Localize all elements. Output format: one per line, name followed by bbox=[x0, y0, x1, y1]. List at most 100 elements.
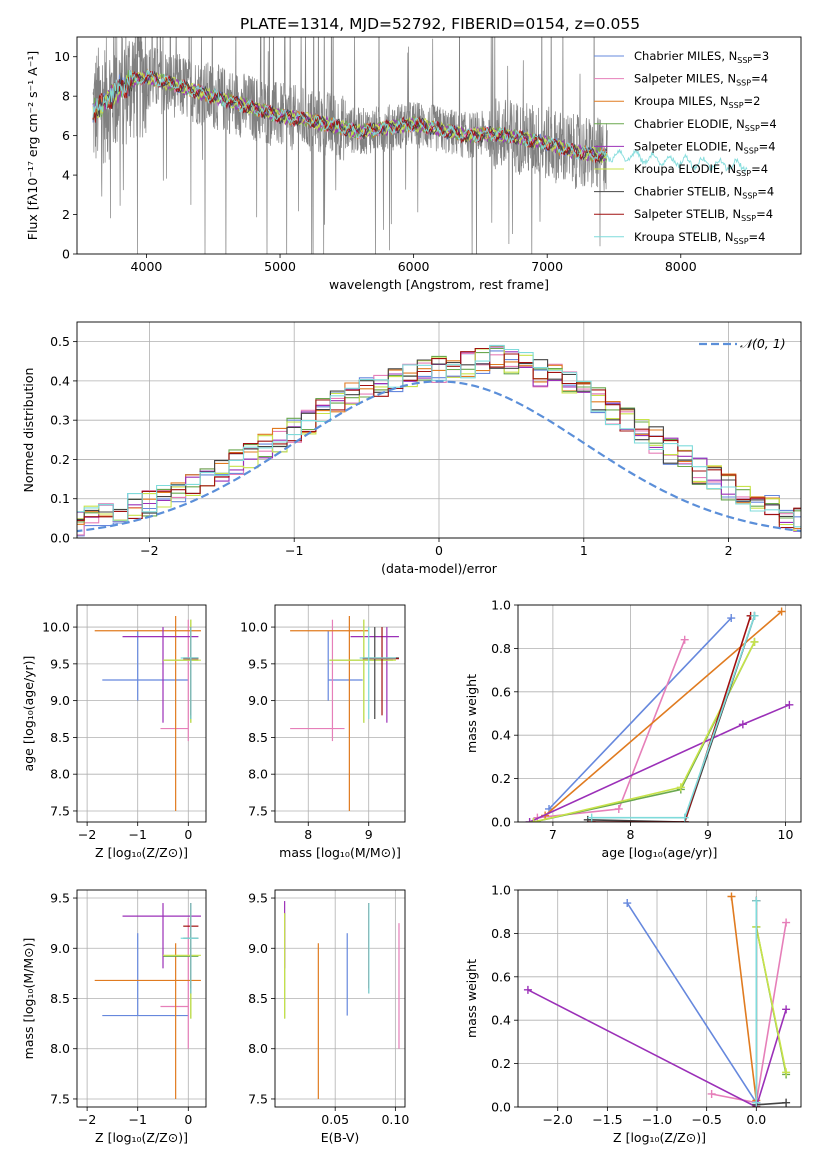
weight-marker-salpeter_elodie bbox=[785, 700, 794, 709]
weight-marker-salpeter_elodie bbox=[523, 985, 532, 994]
y-tick-label: 7.5 bbox=[248, 1091, 268, 1106]
x-tick-label: 9 bbox=[365, 827, 373, 842]
legend-entry-kroupa_stelib: Kroupa STELIB, NSSP=4 bbox=[634, 230, 765, 246]
plot-area bbox=[94, 616, 201, 811]
panel-age_weight: 7 8 9 10 0.0 0.2 0.4 0.6 0.8 1.0 age [log₁₀(age/yr… bbox=[464, 598, 802, 860]
x-tick-label: −1.5 bbox=[592, 1112, 622, 1127]
x-tick-label: 6000 bbox=[398, 259, 430, 274]
y-tick-label: 0.0 bbox=[491, 1100, 511, 1115]
panel-residuals: −2 −1 0 1 2 0.0 0.1 0.2 0.3 0.4 0.5 (data-model)/er… bbox=[21, 321, 802, 576]
model-line-salpeter_stelib bbox=[92, 70, 608, 164]
weight-marker-salpeter_elodie bbox=[738, 720, 747, 729]
weight-marker-kroupa_stelib bbox=[680, 813, 689, 822]
y-tick-label: 8.5 bbox=[50, 730, 70, 745]
axes-frame bbox=[517, 889, 802, 1108]
x-axis-label: (data-model)/error bbox=[381, 561, 498, 576]
x-tick-label: 5000 bbox=[264, 259, 296, 274]
x-tick-label: 0.10 bbox=[381, 1112, 409, 1127]
y-tick-label: 0.4 bbox=[491, 728, 511, 743]
y-tick-label: 0.3 bbox=[50, 413, 70, 428]
y-tick-label: 8.5 bbox=[248, 730, 268, 745]
y-tick-label: 9.5 bbox=[248, 656, 268, 671]
weight-marker-kroupa_stelib bbox=[587, 813, 596, 822]
panel-z_weight: −2.0 −1.5 −1.0 −0.5 0.0 0.0 0.2 0.4 0.6 0.8 1.0 Z [… bbox=[464, 883, 802, 1145]
y-tick-label: 7.5 bbox=[50, 1091, 70, 1106]
y-tick-label: 10 bbox=[54, 49, 70, 64]
y-tick-label: 0.1 bbox=[50, 491, 70, 506]
axes-frame bbox=[76, 604, 207, 823]
weight-marker-kroupa_stelib bbox=[752, 1098, 761, 1107]
y-tick-label: 1.0 bbox=[491, 598, 511, 613]
x-tick-label: −0.5 bbox=[691, 1112, 721, 1127]
y-axis-label: mass weight bbox=[464, 959, 479, 1038]
y-tick-label: 8.5 bbox=[50, 991, 70, 1006]
x-tick-label: −2 bbox=[78, 1112, 96, 1127]
y-tick-label: 9.0 bbox=[248, 941, 268, 956]
x-tick-label: −1 bbox=[128, 1112, 146, 1127]
y-tick-label: 10.0 bbox=[42, 620, 70, 635]
y-tick-label: 0.2 bbox=[491, 1056, 511, 1071]
model-line-kroupa_stelib bbox=[92, 69, 748, 173]
y-axis-label: mass [log₁₀(M/M⊙)] bbox=[21, 938, 36, 1060]
x-axis-label: mass [log₁₀(M/M⊙)] bbox=[279, 845, 401, 860]
y-axis-label: Flux [fλ10⁻¹⁷ erg cm⁻² s⁻¹ A⁻¹] bbox=[25, 51, 40, 240]
weight-marker-kroupa_elodie bbox=[676, 783, 685, 792]
panel-z_mass: −2 −1 0 7.5 8.0 8.5 9.0 9.5 Z [log₁₀(Z/Z⊙)] mass … bbox=[21, 889, 207, 1145]
x-tick-label: 8 bbox=[304, 827, 312, 842]
axes: −2 −1 0 7.5 8.0 8.5 9.0 9.5 10.0 Z [log₁₀(Z/Z⊙)] a… bbox=[21, 604, 207, 860]
weight-marker-chabrier_stelib bbox=[782, 1098, 791, 1107]
x-axis-label: age [log₁₀(age/yr)] bbox=[602, 845, 718, 860]
plot-area bbox=[94, 903, 201, 1099]
y-tick-label: 8.0 bbox=[50, 1041, 70, 1056]
plot-area bbox=[290, 616, 399, 811]
panel-mass_age: 8 9 7.5 8.0 8.5 9.0 9.5 10.0 mass [log₁₀(M/M⊙)] bbox=[240, 604, 406, 860]
x-axis-label: Z [log₁₀(Z/Z⊙)] bbox=[613, 1130, 706, 1145]
weight-line-salpeter_miles bbox=[711, 922, 787, 1104]
x-tick-label: 2 bbox=[725, 543, 733, 558]
x-tick-label: 9 bbox=[704, 827, 712, 842]
y-tick-label: 9.5 bbox=[50, 656, 70, 671]
plot-area bbox=[525, 607, 794, 822]
weight-line-chabrier_miles bbox=[626, 902, 757, 1104]
y-tick-label: 4 bbox=[62, 168, 70, 183]
x-tick-label: 1 bbox=[580, 543, 588, 558]
weight-marker-kroupa_stelib bbox=[752, 896, 761, 905]
x-tick-label: 4000 bbox=[131, 259, 163, 274]
y-tick-label: 9.0 bbox=[50, 693, 70, 708]
legend-normal-label: 𝒩(0, 1) bbox=[740, 336, 786, 351]
x-tick-label: −2.0 bbox=[543, 1112, 573, 1127]
weight-marker-kroupa_stelib bbox=[750, 611, 759, 620]
panel-z_age: −2 −1 0 7.5 8.0 8.5 9.0 9.5 10.0 Z [log₁₀(Z/Z⊙)] a… bbox=[21, 604, 207, 860]
y-tick-label: 0.2 bbox=[50, 452, 70, 467]
y-tick-label: 8.0 bbox=[248, 767, 268, 782]
y-tick-label: 9.0 bbox=[248, 693, 268, 708]
y-tick-label: 0.2 bbox=[491, 771, 511, 786]
y-tick-label: 0.4 bbox=[50, 373, 70, 388]
weight-line-salpeter_elodie bbox=[527, 989, 787, 1107]
weight-marker-salpeter_miles bbox=[680, 635, 689, 644]
data-spectrum-line bbox=[92, 37, 608, 254]
weight-line-chabrier_elodie bbox=[533, 641, 756, 822]
x-tick-label: −1.0 bbox=[642, 1112, 672, 1127]
axes: −2.0 −1.5 −1.0 −0.5 0.0 0.0 0.2 0.4 0.6 0.8 1.0 Z [… bbox=[464, 883, 802, 1145]
axes: 7 8 9 10 0.0 0.2 0.4 0.6 0.8 1.0 age [log₁₀(age/yr… bbox=[464, 598, 802, 860]
legend-entry-chabrier_elodie: Chabrier ELODIE, NSSP=4 bbox=[634, 117, 777, 133]
y-tick-label: 0.0 bbox=[50, 531, 70, 546]
weight-line-salpeter_elodie bbox=[529, 704, 790, 822]
y-tick-label: 0.6 bbox=[491, 969, 511, 984]
histogram-chabrier_elodie bbox=[77, 347, 801, 523]
x-tick-label: 0 bbox=[435, 543, 443, 558]
weight-line-kroupa_miles bbox=[544, 610, 783, 817]
weight-line-salpeter_stelib bbox=[591, 615, 752, 822]
x-tick-label: 8 bbox=[626, 827, 634, 842]
weight-marker-chabrier_miles bbox=[727, 614, 736, 623]
weight-marker-chabrier_miles bbox=[623, 899, 632, 908]
weight-marker-salpeter_elodie bbox=[525, 818, 534, 822]
x-tick-label: 0.0 bbox=[746, 1112, 766, 1127]
y-axis-label: age [log₁₀(age/yr)] bbox=[21, 656, 36, 772]
weight-line-kroupa_miles bbox=[730, 896, 758, 1101]
x-tick-label: −2 bbox=[140, 543, 158, 558]
x-tick-label: 8000 bbox=[665, 259, 697, 274]
weight-marker-kroupa_elodie bbox=[750, 637, 759, 646]
